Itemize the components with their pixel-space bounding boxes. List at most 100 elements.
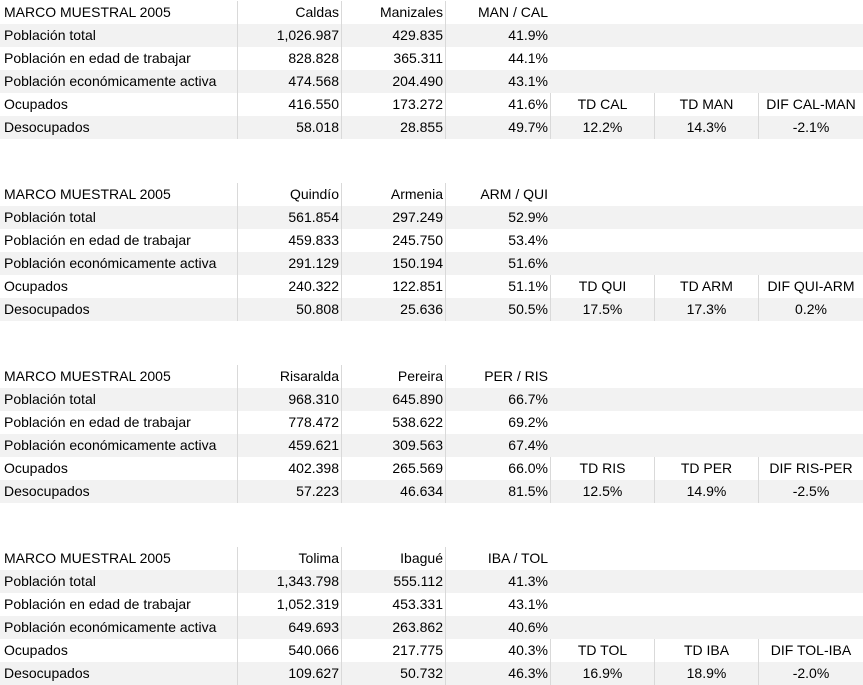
ratio-value[interactable]: 69.2% (508, 414, 548, 430)
column-header-region[interactable]: Quindío (238, 183, 342, 206)
city-value[interactable]: 538.622 (342, 411, 446, 434)
region-value[interactable]: 561.854 (238, 206, 342, 229)
row-label[interactable]: Población total (0, 388, 238, 411)
dif-header[interactable]: DIF QUI-ARM (758, 275, 863, 298)
row-label[interactable]: Población en edad de trabajar (0, 593, 238, 616)
td-header[interactable]: TD MAN (654, 93, 758, 116)
block-title[interactable]: MARCO MUESTRAL 2005 (0, 547, 238, 570)
td-header[interactable]: TD CAL (550, 93, 654, 116)
column-header-region[interactable]: Tolima (238, 547, 342, 570)
block-title[interactable]: MARCO MUESTRAL 2005 (0, 1, 238, 24)
td-header[interactable]: TD TOL (550, 639, 654, 662)
region-value[interactable]: 968.310 (238, 388, 342, 411)
td-value[interactable]: 14.3% (654, 116, 758, 139)
dif-value[interactable]: 0.2% (758, 298, 863, 321)
city-value[interactable]: 453.331 (342, 593, 446, 616)
ratio-value[interactable]: 66.0% (508, 460, 548, 476)
ratio-value[interactable]: 46.3% (508, 665, 548, 681)
ratio-value[interactable]: 51.1% (508, 278, 548, 294)
row-label[interactable]: Población total (0, 24, 238, 47)
region-value[interactable]: 540.066 (238, 639, 342, 662)
city-value[interactable]: 263.862 (342, 616, 446, 639)
city-value[interactable]: 429.835 (342, 24, 446, 47)
ratio-value[interactable]: 49.7% (508, 119, 548, 135)
dif-value[interactable]: -2.1% (758, 116, 863, 139)
ratio-value[interactable]: 41.9% (508, 27, 548, 43)
ratio-value[interactable]: 51.6% (508, 255, 548, 271)
row-label[interactable]: Población económicamente activa (0, 616, 238, 639)
region-value[interactable]: 50.808 (238, 298, 342, 321)
dif-value[interactable]: -2.0% (758, 662, 863, 685)
td-header[interactable]: TD ARM (654, 275, 758, 298)
td-header[interactable]: TD PER (654, 457, 758, 480)
row-label[interactable]: Población económicamente activa (0, 434, 238, 457)
city-value[interactable]: 46.634 (342, 480, 446, 503)
td-header[interactable]: TD RIS (550, 457, 654, 480)
city-value[interactable]: 645.890 (342, 388, 446, 411)
column-header-city[interactable]: Pereira (342, 365, 446, 388)
region-value[interactable]: 291.129 (238, 252, 342, 275)
ratio-value[interactable]: 41.3% (508, 573, 548, 589)
region-value[interactable]: 58.018 (238, 116, 342, 139)
column-header-city[interactable]: Ibagué (342, 547, 446, 570)
region-value[interactable]: 1,343.798 (238, 570, 342, 593)
column-header-region[interactable]: Risaralda (238, 365, 342, 388)
td-value[interactable]: 17.5% (550, 298, 654, 321)
row-label[interactable]: Ocupados (0, 639, 238, 662)
region-value[interactable]: 240.322 (238, 275, 342, 298)
ratio-value[interactable]: 41.6% (508, 96, 548, 112)
row-label[interactable]: Ocupados (0, 275, 238, 298)
td-header[interactable]: TD IBA (654, 639, 758, 662)
row-label[interactable]: Población económicamente activa (0, 252, 238, 275)
column-header-ratio[interactable]: MAN / CAL (477, 4, 548, 20)
td-header[interactable]: TD QUI (550, 275, 654, 298)
dif-header[interactable]: DIF RIS-PER (758, 457, 863, 480)
column-header-region[interactable]: Caldas (238, 1, 342, 24)
td-value[interactable]: 12.2% (550, 116, 654, 139)
region-value[interactable]: 649.693 (238, 616, 342, 639)
column-header-ratio[interactable]: IBA / TOL (487, 550, 548, 566)
city-value[interactable]: 217.775 (342, 639, 446, 662)
city-value[interactable]: 265.569 (342, 457, 446, 480)
region-value[interactable]: 109.627 (238, 662, 342, 685)
row-label[interactable]: Población en edad de trabajar (0, 47, 238, 70)
city-value[interactable]: 309.563 (342, 434, 446, 457)
region-value[interactable]: 459.621 (238, 434, 342, 457)
row-label[interactable]: Población en edad de trabajar (0, 229, 238, 252)
block-title[interactable]: MARCO MUESTRAL 2005 (0, 183, 238, 206)
td-value[interactable]: 16.9% (550, 662, 654, 685)
ratio-value[interactable]: 44.1% (508, 50, 548, 66)
dif-header[interactable]: DIF CAL-MAN (758, 93, 863, 116)
city-value[interactable]: 204.490 (342, 70, 446, 93)
td-value[interactable]: 12.5% (550, 480, 654, 503)
city-value[interactable]: 173.272 (342, 93, 446, 116)
row-label[interactable]: Población en edad de trabajar (0, 411, 238, 434)
city-value[interactable]: 365.311 (342, 47, 446, 70)
region-value[interactable]: 828.828 (238, 47, 342, 70)
column-header-city[interactable]: Manizales (342, 1, 446, 24)
ratio-value[interactable]: 66.7% (508, 391, 548, 407)
column-header-ratio[interactable]: PER / RIS (484, 368, 548, 384)
row-label[interactable]: Ocupados (0, 93, 238, 116)
row-label[interactable]: Desocupados (0, 662, 238, 685)
city-value[interactable]: 555.112 (342, 570, 446, 593)
row-label[interactable]: Desocupados (0, 116, 238, 139)
row-label[interactable]: Desocupados (0, 298, 238, 321)
region-value[interactable]: 459.833 (238, 229, 342, 252)
row-label[interactable]: Ocupados (0, 457, 238, 480)
column-header-ratio[interactable]: ARM / QUI (480, 186, 548, 202)
region-value[interactable]: 57.223 (238, 480, 342, 503)
ratio-value[interactable]: 40.6% (508, 619, 548, 635)
ratio-value[interactable]: 67.4% (508, 437, 548, 453)
ratio-value[interactable]: 53.4% (508, 232, 548, 248)
ratio-value[interactable]: 40.3% (508, 642, 548, 658)
td-value[interactable]: 18.9% (654, 662, 758, 685)
region-value[interactable]: 778.472 (238, 411, 342, 434)
ratio-value[interactable]: 50.5% (508, 301, 548, 317)
city-value[interactable]: 122.851 (342, 275, 446, 298)
region-value[interactable]: 474.568 (238, 70, 342, 93)
block-title[interactable]: MARCO MUESTRAL 2005 (0, 365, 238, 388)
row-label[interactable]: Población económicamente activa (0, 70, 238, 93)
dif-value[interactable]: -2.5% (758, 480, 863, 503)
city-value[interactable]: 245.750 (342, 229, 446, 252)
